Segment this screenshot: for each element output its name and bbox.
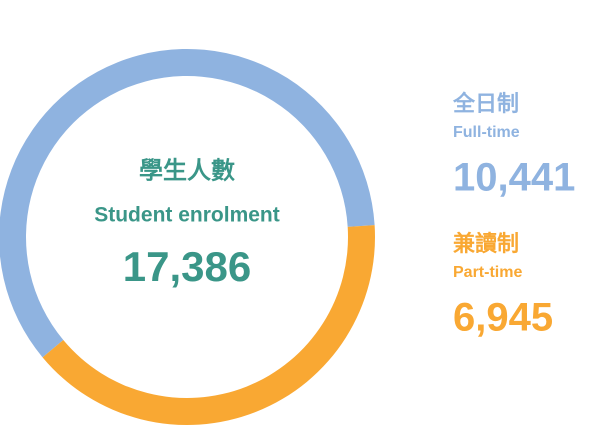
legend-value: 6,945 [453, 296, 553, 340]
legend-label-zh: 全日制 [452, 91, 519, 116]
legend-label-zh: 兼讀制 [453, 231, 519, 256]
center-total: 17,386 [123, 243, 251, 290]
legend-label-en: Part-time [453, 264, 522, 281]
legend-value: 10,441 [453, 156, 575, 200]
center-title-zh: 學生人數 [139, 156, 235, 184]
donut-segment [42, 225, 376, 425]
legend-label-en: Full-time [453, 124, 520, 141]
center-title-en: Student enrolment [94, 204, 280, 227]
donut-segment [0, 49, 375, 358]
